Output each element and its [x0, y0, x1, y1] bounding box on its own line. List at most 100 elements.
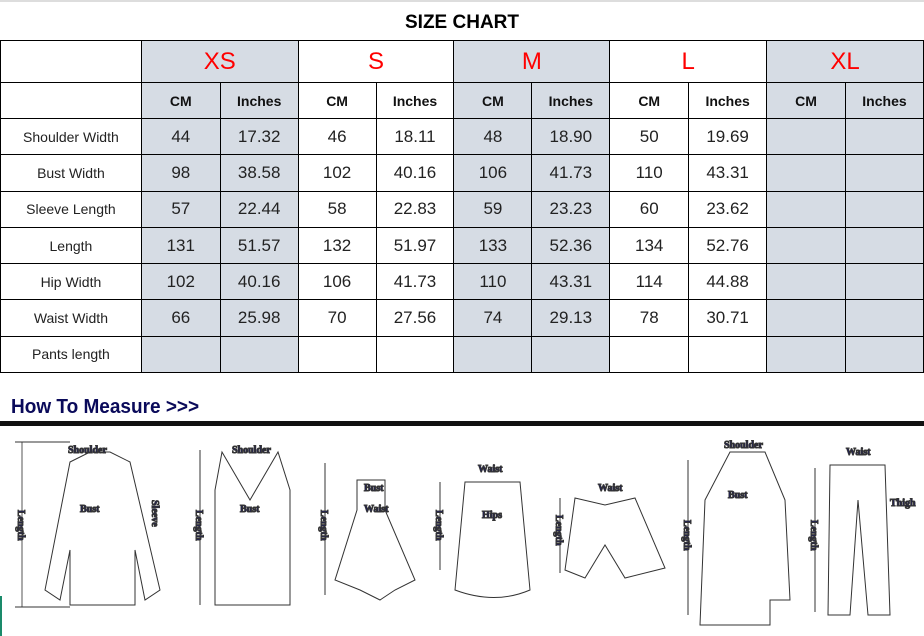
- size-xl-header: XL: [766, 40, 924, 83]
- inches-header: Inches: [844, 82, 924, 119]
- hips-label: Hips: [482, 510, 502, 521]
- value-cell: 60: [609, 190, 690, 228]
- value-cell: [844, 299, 924, 337]
- value-cell: 18.11: [375, 117, 455, 156]
- value-cell: [688, 335, 768, 374]
- value-cell: 133: [453, 226, 533, 265]
- edge-marker: [0, 596, 2, 636]
- measurement-illustrations: Shoulder Bust Length Sleeve Shoulder Bus…: [15, 440, 917, 626]
- value-cell: [375, 335, 455, 374]
- value-cell: 23.23: [531, 190, 611, 228]
- value-cell: 38.58: [219, 154, 299, 192]
- value-cell: 66: [140, 299, 221, 337]
- how-to-measure-heading: How To Measure >>>: [11, 396, 200, 418]
- waist-label: Waist: [598, 483, 623, 494]
- inches-header: Inches: [219, 82, 299, 119]
- value-cell: 70: [297, 299, 377, 337]
- table-row: Length 131 51.57 132 51.97 133 52.36 134 52.76: [0, 226, 924, 265]
- size-m-header: M: [453, 40, 611, 83]
- table-row: Sleeve Length 57 22.44 58 22.83 59 23.23 60 23.6…: [0, 190, 924, 228]
- value-cell: 25.98: [219, 299, 299, 337]
- value-cell: 98: [140, 154, 221, 192]
- value-cell: [766, 335, 846, 374]
- value-cell: [140, 335, 221, 374]
- value-cell: 19.69: [688, 117, 768, 156]
- table-row: Waist Width 66 25.98 70 27.56 74 29.13 78 30.71: [0, 299, 924, 337]
- value-cell: 17.32: [219, 117, 299, 156]
- value-cell: [766, 117, 846, 156]
- value-cell: 106: [453, 154, 533, 192]
- value-cell: [844, 117, 924, 156]
- size-l-header: L: [609, 40, 768, 83]
- value-cell: 106: [297, 263, 377, 301]
- row-label: Waist Width: [0, 299, 142, 337]
- row-label: Pants length: [0, 335, 142, 374]
- length-label: Length: [15, 510, 26, 541]
- cm-header: CM: [140, 82, 221, 119]
- inches-header: Inches: [375, 82, 455, 119]
- size-header-row: XS S M L XL: [0, 40, 924, 83]
- value-cell: [766, 190, 846, 228]
- value-cell: [766, 299, 846, 337]
- inches-header: Inches: [688, 82, 768, 119]
- pants-illustration: Waist Thigh Length: [808, 447, 917, 616]
- value-cell: 52.76: [688, 226, 768, 265]
- shoulder-label: Shoulder: [68, 445, 107, 456]
- cm-header: CM: [766, 82, 846, 119]
- value-cell: 30.71: [688, 299, 768, 337]
- shoulder-label: Shoulder: [232, 445, 271, 456]
- value-cell: 43.31: [531, 263, 611, 301]
- value-cell: 58: [297, 190, 377, 228]
- table-row: Bust Width 98 38.58 102 40.16 106 41.73 110 43.3…: [0, 154, 924, 192]
- value-cell: 22.44: [219, 190, 299, 228]
- value-cell: [766, 226, 846, 265]
- value-cell: 57: [140, 190, 221, 228]
- length-label: Length: [553, 515, 564, 546]
- length-label: Length: [433, 510, 444, 541]
- value-cell: 46: [297, 117, 377, 156]
- row-label: Sleeve Length: [0, 190, 142, 228]
- size-chart-table: XS S M L XL CM Inches CM Inches CM Inches CM Inches C…: [0, 40, 924, 374]
- value-cell: [297, 335, 377, 374]
- value-cell: [844, 190, 924, 228]
- bust-label: Bust: [240, 504, 260, 515]
- value-cell: 52.36: [531, 226, 611, 265]
- corner-cell: [0, 40, 142, 83]
- length-label: Length: [193, 510, 204, 541]
- value-cell: 51.57: [219, 226, 299, 265]
- value-cell: 134: [609, 226, 690, 265]
- value-cell: 131: [140, 226, 221, 265]
- table-row: Shoulder Width 44 17.32 46 18.11 48 18.90 50 19.…: [0, 117, 924, 156]
- table-row: Hip Width 102 40.16 106 41.73 110 43.31 114 44.8…: [0, 263, 924, 301]
- value-cell: [844, 154, 924, 192]
- value-cell: 40.16: [375, 154, 455, 192]
- value-cell: [844, 263, 924, 301]
- blouse-illustration: Shoulder Bust Length Sleeve: [15, 441, 161, 608]
- row-label: Bust Width: [0, 154, 142, 192]
- coat-illustration: Shoulder Bust Length: [681, 440, 791, 626]
- inches-header: Inches: [531, 82, 611, 119]
- bust-label: Bust: [80, 504, 100, 515]
- value-cell: 110: [453, 263, 533, 301]
- corner-cell: [0, 82, 142, 119]
- value-cell: 18.90: [531, 117, 611, 156]
- size-chart-title: SIZE CHART: [0, 0, 924, 40]
- value-cell: 59: [453, 190, 533, 228]
- value-cell: 102: [140, 263, 221, 301]
- dress-illustration: Bust Waist Length: [318, 463, 416, 601]
- value-cell: 41.73: [531, 154, 611, 192]
- length-label: Length: [681, 520, 692, 551]
- value-cell: 110: [609, 154, 690, 192]
- length-label: Length: [318, 510, 329, 541]
- length-label: Length: [808, 520, 819, 551]
- value-cell: 48: [453, 117, 533, 156]
- value-cell: 43.31: [688, 154, 768, 192]
- value-cell: [219, 335, 299, 374]
- value-cell: 22.83: [375, 190, 455, 228]
- skirt-illustration: Waist Hips Length: [433, 464, 531, 598]
- value-cell: 78: [609, 299, 690, 337]
- row-label: Hip Width: [0, 263, 142, 301]
- value-cell: [766, 263, 846, 301]
- value-cell: 27.56: [375, 299, 455, 337]
- waist-label: Waist: [846, 447, 871, 458]
